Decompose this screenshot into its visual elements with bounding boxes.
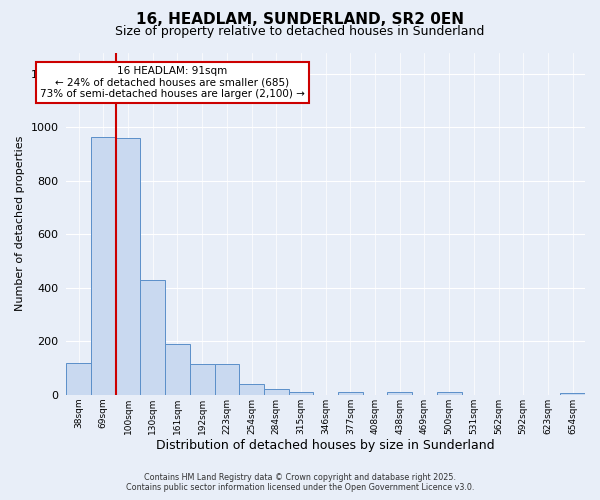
- Bar: [388, 392, 412, 395]
- Bar: [264, 390, 289, 395]
- Bar: [338, 392, 363, 395]
- Bar: [560, 394, 585, 395]
- Bar: [215, 364, 239, 395]
- Bar: [116, 138, 140, 395]
- Bar: [91, 136, 116, 395]
- Bar: [67, 362, 91, 395]
- Bar: [165, 344, 190, 395]
- Text: Contains HM Land Registry data © Crown copyright and database right 2025.
Contai: Contains HM Land Registry data © Crown c…: [126, 473, 474, 492]
- Bar: [140, 280, 165, 395]
- Y-axis label: Number of detached properties: Number of detached properties: [15, 136, 25, 312]
- X-axis label: Distribution of detached houses by size in Sunderland: Distribution of detached houses by size …: [157, 440, 495, 452]
- Text: 16, HEADLAM, SUNDERLAND, SR2 0EN: 16, HEADLAM, SUNDERLAND, SR2 0EN: [136, 12, 464, 28]
- Bar: [190, 364, 215, 395]
- Text: Size of property relative to detached houses in Sunderland: Size of property relative to detached ho…: [115, 25, 485, 38]
- Bar: [239, 384, 264, 395]
- Bar: [437, 392, 461, 395]
- Text: 16 HEADLAM: 91sqm
← 24% of detached houses are smaller (685)
73% of semi-detache: 16 HEADLAM: 91sqm ← 24% of detached hous…: [40, 66, 305, 99]
- Bar: [289, 392, 313, 395]
